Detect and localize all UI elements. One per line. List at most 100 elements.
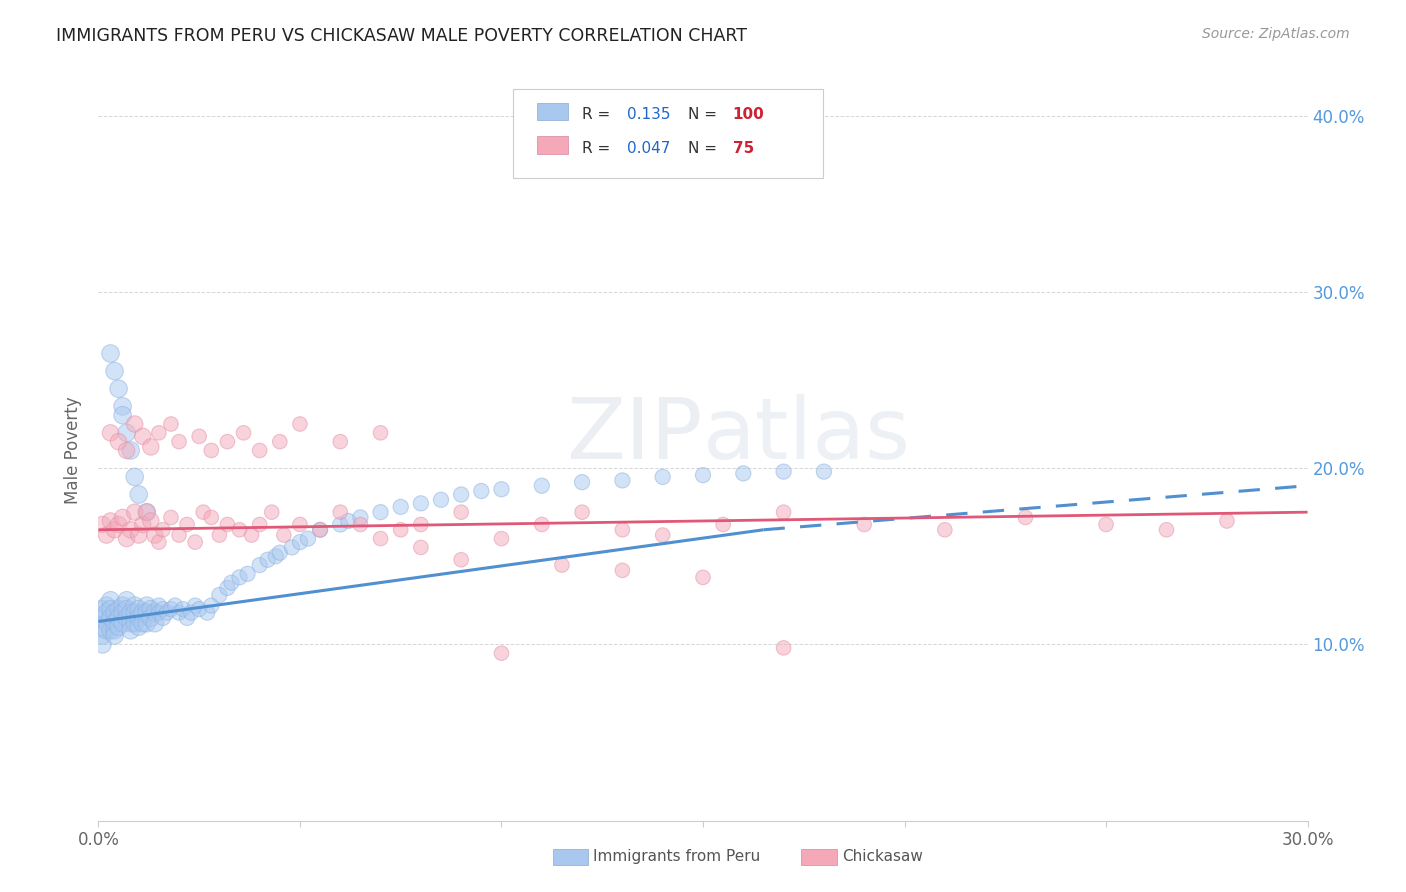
Point xyxy=(491,646,513,660)
Point xyxy=(200,599,222,613)
Point xyxy=(91,637,114,651)
Point xyxy=(389,500,412,514)
Text: ZIP: ZIP xyxy=(567,394,703,477)
Text: Chickasaw: Chickasaw xyxy=(842,849,924,864)
Point xyxy=(470,483,492,498)
Point xyxy=(132,616,155,631)
Point xyxy=(1216,514,1239,528)
Point xyxy=(651,528,673,542)
Point xyxy=(128,487,150,501)
Point xyxy=(163,599,186,613)
Point xyxy=(135,616,157,631)
Point xyxy=(135,599,157,613)
Point xyxy=(409,517,432,532)
Point xyxy=(103,364,125,378)
Point xyxy=(772,640,794,655)
Point xyxy=(217,517,239,532)
Point xyxy=(297,532,319,546)
Point xyxy=(103,624,125,638)
Point xyxy=(148,425,170,440)
Point xyxy=(167,434,190,449)
Point xyxy=(692,468,714,483)
Point xyxy=(135,505,157,519)
Point xyxy=(148,606,170,620)
Point xyxy=(100,624,122,638)
Text: 0.047: 0.047 xyxy=(627,141,671,156)
Point xyxy=(160,510,183,524)
Point xyxy=(115,443,138,458)
Point xyxy=(135,606,157,620)
Point xyxy=(100,346,122,360)
Point xyxy=(349,517,371,532)
Point xyxy=(167,606,190,620)
Point xyxy=(103,523,125,537)
Point xyxy=(100,611,122,625)
Point xyxy=(188,602,211,616)
Text: Source: ZipAtlas.com: Source: ZipAtlas.com xyxy=(1202,27,1350,41)
Point xyxy=(733,467,755,481)
Point xyxy=(120,443,142,458)
Point xyxy=(172,602,194,616)
Point xyxy=(124,505,146,519)
Point xyxy=(124,417,146,431)
Point xyxy=(217,434,239,449)
Point xyxy=(228,570,250,584)
Point xyxy=(184,599,207,613)
Point xyxy=(260,505,283,519)
Point xyxy=(236,566,259,581)
Point xyxy=(152,611,174,625)
Point xyxy=(120,616,142,631)
Point xyxy=(228,523,250,537)
Point xyxy=(100,602,122,616)
Text: R =: R = xyxy=(582,107,616,122)
Point xyxy=(91,517,114,532)
Point xyxy=(107,602,129,616)
Text: 100: 100 xyxy=(733,107,765,122)
Point xyxy=(409,496,432,510)
Text: Immigrants from Peru: Immigrants from Peru xyxy=(593,849,761,864)
Point xyxy=(139,440,162,454)
Point xyxy=(188,429,211,443)
Point xyxy=(96,606,118,620)
Point xyxy=(139,602,162,616)
Point xyxy=(309,523,332,537)
Point xyxy=(107,611,129,625)
Point xyxy=(530,517,553,532)
Point xyxy=(370,505,392,519)
Text: 75: 75 xyxy=(733,141,754,156)
Point xyxy=(111,408,134,422)
Point xyxy=(111,510,134,524)
Point xyxy=(107,434,129,449)
Point xyxy=(329,434,352,449)
Point xyxy=(571,505,593,519)
Point xyxy=(208,588,231,602)
Point xyxy=(111,599,134,613)
Text: N =: N = xyxy=(688,107,721,122)
Point xyxy=(167,528,190,542)
Point xyxy=(389,523,412,537)
Point xyxy=(91,628,114,642)
Point xyxy=(288,535,311,549)
Point xyxy=(107,517,129,532)
Point xyxy=(103,628,125,642)
Point xyxy=(160,602,183,616)
Point xyxy=(120,606,142,620)
Point xyxy=(100,514,122,528)
Point xyxy=(132,429,155,443)
Point xyxy=(692,570,714,584)
Point xyxy=(193,505,215,519)
Point xyxy=(91,602,114,616)
Point xyxy=(309,523,332,537)
Point xyxy=(96,616,118,631)
Point xyxy=(115,425,138,440)
Point xyxy=(139,611,162,625)
Point xyxy=(115,593,138,607)
Point xyxy=(152,523,174,537)
Point xyxy=(107,382,129,396)
Point xyxy=(139,514,162,528)
Point xyxy=(249,517,271,532)
Point xyxy=(530,479,553,493)
Point xyxy=(491,532,513,546)
Point xyxy=(1156,523,1178,537)
Point xyxy=(934,523,956,537)
